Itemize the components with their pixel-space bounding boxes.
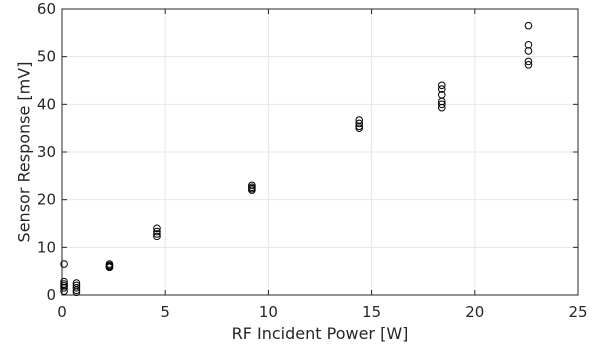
axis-ticks (61, 8, 579, 296)
data-point (524, 57, 533, 66)
data-point (437, 85, 446, 93)
y-tick-label: 60 (37, 0, 56, 18)
y-tick-label: 40 (37, 95, 56, 113)
data-point (153, 230, 161, 238)
x-tick-labels: 0 5 10 15 20 25 (57, 303, 587, 321)
data-point (60, 284, 68, 292)
x-tick-label: 0 (57, 303, 67, 321)
y-axis-label: Sensor Response [mV] (15, 62, 34, 243)
x-tick-label: 20 (465, 303, 484, 321)
data-point (72, 284, 81, 292)
data-point (524, 40, 533, 49)
data-point (60, 287, 68, 295)
data-point (524, 60, 533, 69)
data-point (72, 279, 81, 287)
data-point (72, 288, 81, 296)
x-tick-label: 10 (259, 303, 278, 321)
y-tick-label: 30 (37, 143, 56, 161)
grid-lines (61, 8, 579, 296)
data-point (248, 181, 256, 190)
data-point (355, 124, 364, 132)
data-point (60, 282, 68, 290)
data-point (153, 224, 161, 233)
y-tick-label: 10 (37, 238, 56, 256)
data-point (248, 186, 256, 194)
y-tick-labels: 0 10 20 30 40 50 60 (37, 0, 56, 304)
data-point (72, 286, 81, 295)
data-point (524, 21, 533, 30)
data-points (60, 21, 533, 296)
x-axis-label: RF Incident Power [W] (232, 324, 409, 343)
data-point (153, 227, 161, 236)
data-point (60, 280, 68, 288)
y-tick-label: 0 (46, 286, 56, 304)
x-tick-label: 5 (160, 303, 170, 321)
data-point (60, 260, 68, 268)
data-point (105, 263, 114, 272)
data-point (524, 47, 533, 55)
data-point (355, 119, 364, 128)
data-point (437, 103, 446, 112)
data-point (437, 100, 446, 109)
data-point (437, 81, 446, 90)
x-tick-label: 15 (362, 303, 381, 321)
y-tick-label: 20 (37, 191, 56, 209)
x-tick-label: 25 (568, 303, 587, 321)
data-point (355, 122, 364, 131)
y-tick-label: 50 (37, 48, 56, 66)
data-point (153, 232, 161, 241)
